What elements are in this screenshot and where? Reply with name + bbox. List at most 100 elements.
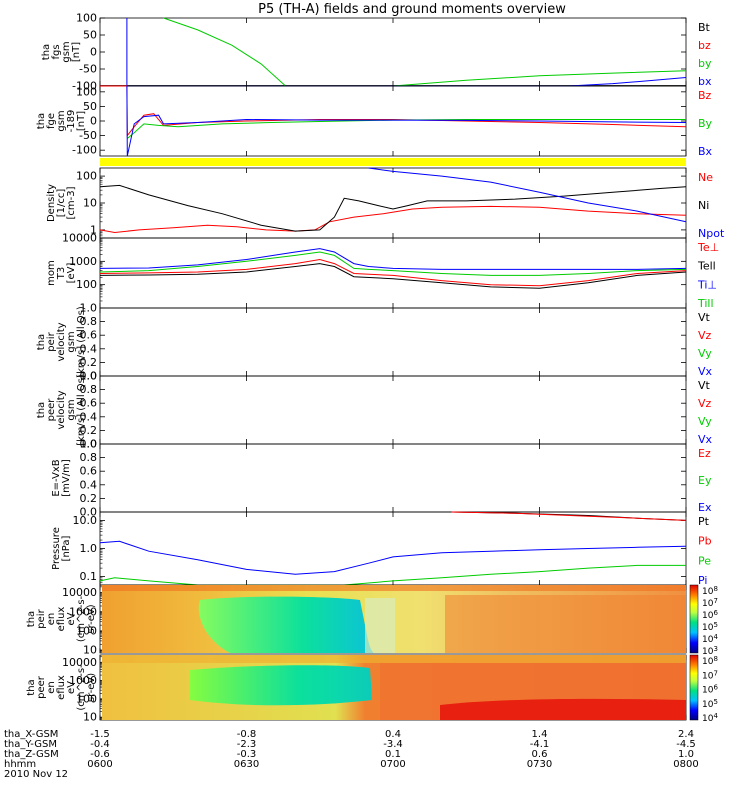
legend-entry: by (698, 57, 712, 70)
y-axis-label: [nT] (71, 42, 82, 62)
series-line-Npot (368, 167, 687, 223)
y-tick-label: 0.6 (80, 397, 98, 410)
y-axis-label: tha (36, 113, 47, 129)
y-axis-label: [km/s] (All Qs) (76, 374, 87, 446)
y-tick-label: -100 (72, 80, 97, 93)
y-tick-label: 0.1 (80, 570, 98, 583)
y-axis-label: eV (66, 681, 77, 694)
y-axis-label: E=-VxB (51, 459, 62, 496)
ephemeris-value: 0.1 (385, 749, 401, 760)
y-axis-label: tha (41, 44, 52, 60)
colorbar-peir (689, 584, 699, 654)
panel-frame (99, 17, 687, 87)
y-axis-label: eV (66, 612, 77, 625)
y-axis-label: tha (26, 611, 37, 627)
panel-pressure: 10.0 1.0 0.1 Pressure [nPa] Pt Pb Pe Pi (51, 511, 712, 587)
y-tick-label: 10 (83, 711, 97, 724)
y-axis-label: [mV/m] (61, 459, 72, 497)
legend-entry: Pt (698, 515, 710, 528)
y-axis-label: fgs (51, 44, 62, 59)
y-tick-label: 100 (76, 170, 97, 183)
legend-entry: bz (698, 39, 711, 52)
series-line-Ti⊥ (99, 248, 687, 270)
y-tick-label: 100 (76, 624, 97, 637)
panel-frame (99, 443, 687, 513)
y-tick-label: 1 (90, 223, 97, 236)
y-tick-label: 1000 (69, 255, 97, 268)
ephemeris-value: -1.5 (90, 729, 110, 740)
y-tick-label: 0.4 (80, 410, 98, 423)
y-axis-label: peir (36, 608, 47, 628)
separator-bar (100, 158, 686, 166)
y-tick-label: 0.8 (80, 383, 98, 396)
y-tick-label: 100 (76, 12, 97, 25)
series-line-By (126, 119, 686, 139)
ephemeris-value: 0.6 (532, 749, 548, 760)
panel-frame (99, 307, 687, 377)
legend-entry: Vx (698, 365, 713, 378)
ephemeris-row-label: tha_Y-GSM (4, 739, 57, 750)
series-line-Bz (100, 85, 687, 138)
ephemeris-value: -0.3 (237, 749, 257, 760)
legend-entry: Vt (698, 379, 711, 392)
ephemeris-value: 0800 (673, 759, 698, 770)
y-tick-label: 0.6 (80, 329, 98, 342)
y-tick-label: 50 (83, 29, 97, 42)
legend-entry: Ne (698, 171, 713, 184)
y-axis-label: peer (46, 398, 57, 422)
y-tick-label: 0.8 (80, 451, 98, 464)
colorbar-label: 104 (702, 633, 718, 645)
ephemeris-row-label: tha_X-GSM (4, 729, 58, 740)
y-tick-label: 10000 (62, 656, 97, 669)
y-tick-label: 10 (83, 197, 97, 210)
y-axis-label: peer (36, 675, 47, 699)
ephemeris-value: 1.4 (532, 729, 548, 740)
series-line-Pb (451, 511, 687, 521)
y-axis-label: [km/s] (All Qs) (76, 306, 87, 378)
y-tick-label: 0.6 (80, 465, 98, 478)
y-axis-label: gsm (66, 399, 77, 420)
legend-entry: Vy (698, 347, 712, 360)
y-tick-label: 0.4 (80, 342, 98, 355)
y-axis-label: [1/cc] (56, 189, 67, 218)
y-tick-label: 0.2 (80, 492, 98, 505)
legend-entry: Ti⊥ (697, 278, 717, 291)
ephemeris-value: 2.4 (678, 729, 694, 740)
colorbar-label: 105 (702, 698, 718, 710)
ephemeris-value: 0630 (234, 759, 259, 770)
legend-entry: Pe (698, 554, 711, 567)
legend-entry: bx (698, 75, 712, 88)
panel-frame (99, 85, 687, 157)
y-tick-label: 0.8 (80, 315, 98, 328)
y-tick-label: 10.0 (73, 514, 98, 527)
y-tick-label: 1.0 (80, 438, 98, 451)
y-tick-label: 1.0 (80, 302, 98, 315)
legend-entry: Pb (698, 535, 712, 548)
y-axis-label: [cm-3] (66, 186, 77, 219)
y-tick-label: 1000 (69, 605, 97, 618)
ephemeris-value: -2.3 (237, 739, 257, 750)
legend-entry: Bz (698, 89, 712, 102)
y-axis-label: tha (26, 679, 37, 695)
legend-entry: Bx (698, 145, 713, 158)
y-tick-label: -100 (72, 144, 97, 157)
ephemeris-row-label: hhmm (4, 759, 36, 770)
ephemeris-value: -4.5 (676, 739, 696, 750)
series-line-Te⊥ (99, 258, 687, 287)
y-axis-label: Density (46, 184, 57, 222)
panel-peir_eflux: 10000 1000 100 10 tha peir en eflux eV (cm^2-s-sr… (26, 584, 687, 657)
legend-entry: Till (697, 297, 714, 310)
colorbar-label: 106 (702, 684, 718, 696)
y-axis-label: T3 (56, 267, 67, 280)
peir-eflux-spectrogram (102, 585, 686, 653)
y-tick-label: 50 (83, 100, 97, 113)
legend-entry: Ey (698, 474, 712, 487)
colorbar-label: 105 (702, 621, 718, 633)
legend-entry: Ex (698, 501, 712, 514)
series-line-Pe (99, 564, 686, 586)
panel-temp: 10000 1000 100 mom T3 [eV] Te⊥ Tell Ti⊥ Till (46, 232, 719, 311)
